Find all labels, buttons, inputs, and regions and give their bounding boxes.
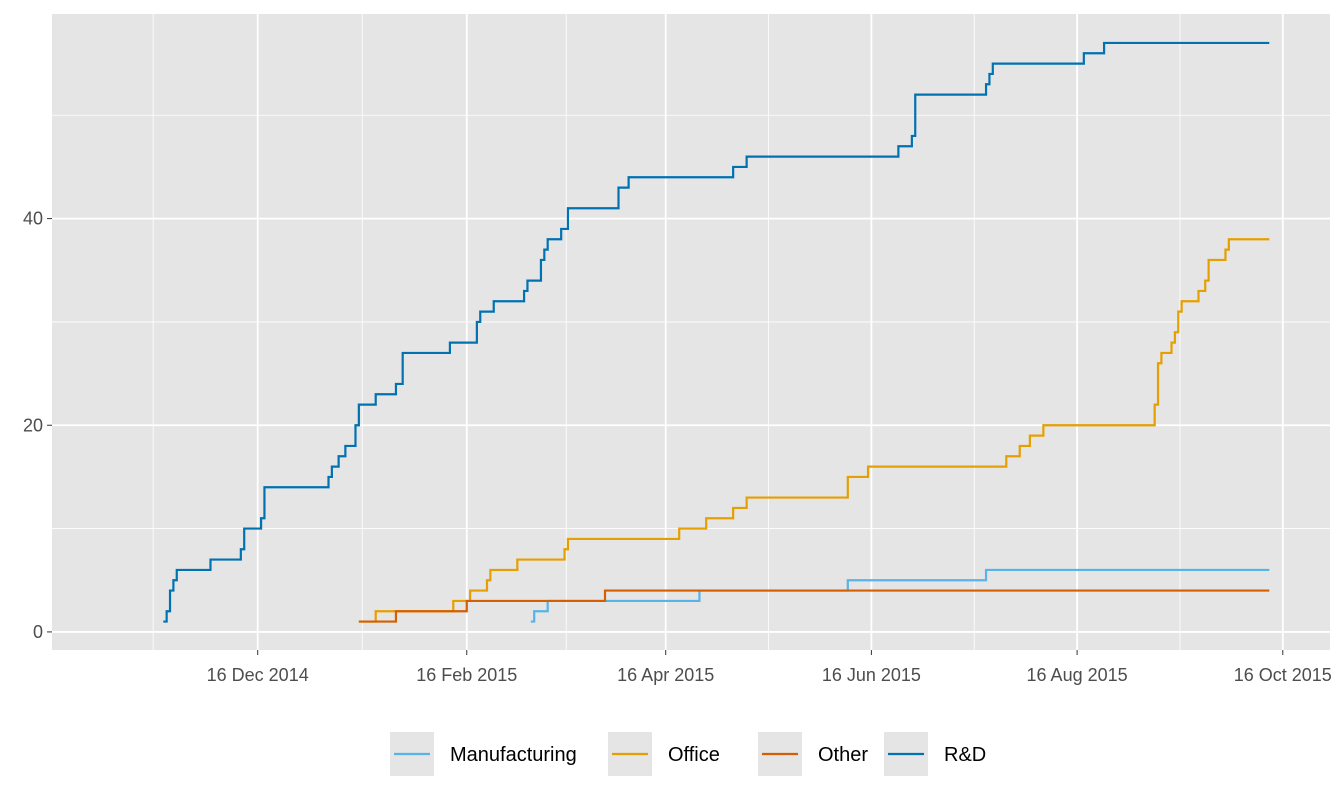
x-tick-label: 16 Aug 2015 — [1027, 665, 1128, 685]
legend-label: Other — [818, 744, 868, 766]
series-line-r-d — [163, 41, 1270, 623]
x-tick-label: 16 Jun 2015 — [822, 665, 921, 685]
major-grid — [52, 14, 1330, 650]
legend-item: Manufacturing — [390, 732, 577, 776]
legend-item: R&D — [884, 732, 986, 776]
y-tick-label: 0 — [33, 622, 43, 642]
legend: Manufacturing Office Other R&D — [390, 732, 986, 776]
x-tick-label: 16 Feb 2015 — [416, 665, 517, 685]
legend-label: Office — [668, 744, 720, 766]
x-axis: 16 Dec 2014 16 Feb 2015 16 Apr 2015 16 Jun … — [207, 650, 1332, 685]
y-tick-label: 40 — [23, 209, 43, 229]
y-tick-label: 20 — [23, 415, 43, 435]
legend-label: R&D — [944, 744, 986, 766]
x-tick-label: 16 Oct 2015 — [1234, 665, 1332, 685]
legend-item: Other — [758, 732, 868, 776]
legend-label: Manufacturing — [450, 744, 577, 766]
series-line-manufacturing — [530, 568, 1270, 623]
series-lines — [163, 41, 1270, 623]
series-line-office — [358, 238, 1270, 623]
x-tick-label: 16 Dec 2014 — [207, 665, 309, 685]
y-axis: 0 20 40 — [23, 209, 52, 642]
x-tick-label: 16 Apr 2015 — [617, 665, 714, 685]
legend-item: Office — [608, 732, 720, 776]
plot-panel — [52, 14, 1330, 650]
series-line-other — [358, 589, 1270, 623]
